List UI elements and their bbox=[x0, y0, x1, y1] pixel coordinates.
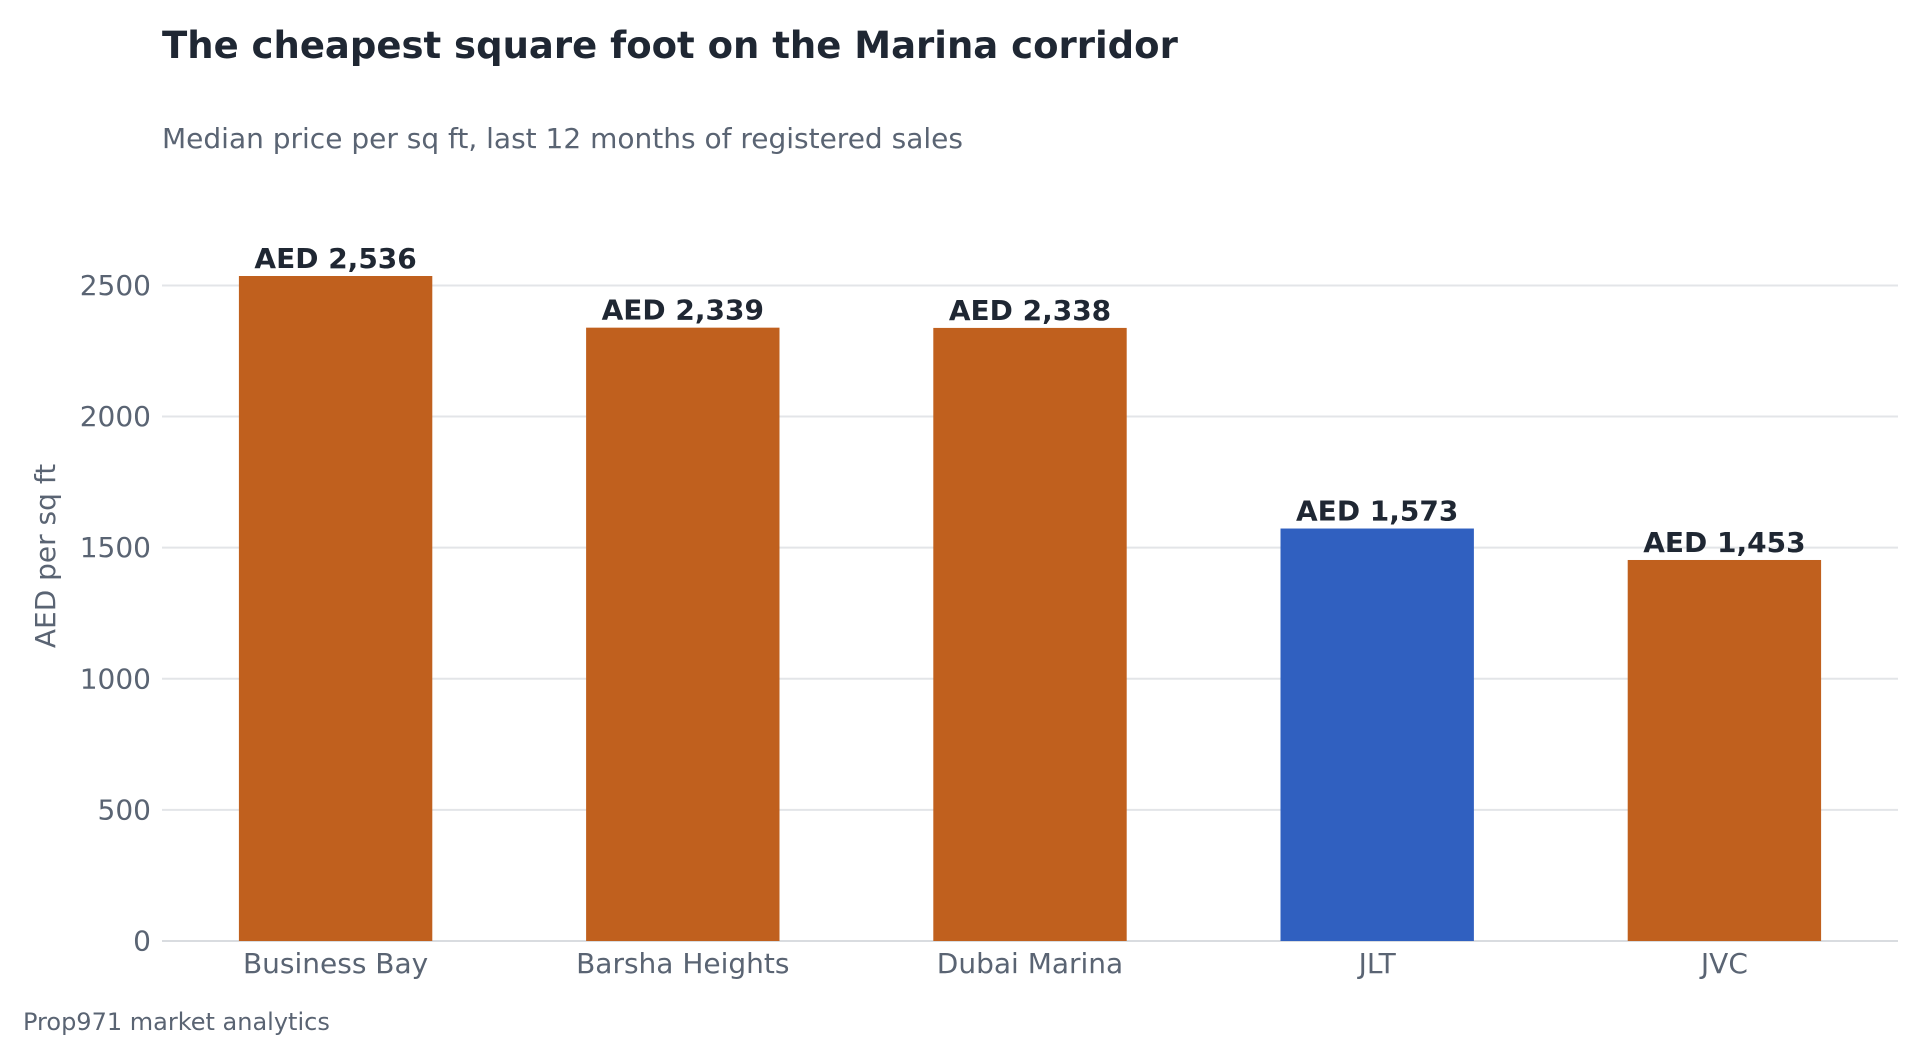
x-tick-label: Business Bay bbox=[243, 947, 428, 980]
bar-barsha-heights bbox=[586, 327, 780, 942]
y-tick-label: 500 bbox=[98, 793, 151, 826]
chart-title: The cheapest square foot on the Marina c… bbox=[162, 24, 1178, 67]
chart-subtitle: Median price per sq ft, last 12 months o… bbox=[162, 122, 963, 155]
bar-jvc bbox=[1627, 559, 1822, 941]
data-label: AED 2,536 bbox=[254, 242, 416, 275]
y-tick-label: 2500 bbox=[80, 269, 151, 302]
bars bbox=[238, 276, 1822, 942]
y-tick-label: 2000 bbox=[80, 400, 151, 433]
y-axis-ticks: 0 500 1000 1500 2000 2500 bbox=[80, 269, 151, 958]
data-label: AED 1,573 bbox=[1296, 495, 1458, 528]
x-tick-label: JLT bbox=[1357, 947, 1397, 980]
footer-source: Prop971 market analytics bbox=[23, 1008, 330, 1036]
y-tick-label: 0 bbox=[133, 925, 151, 958]
bar-dubai-marina bbox=[933, 327, 1127, 941]
y-tick-label: 1500 bbox=[80, 531, 151, 564]
x-tick-label: JVC bbox=[1699, 947, 1748, 980]
bar-jlt bbox=[1280, 528, 1474, 941]
x-tick-label: Barsha Heights bbox=[576, 947, 789, 980]
y-tick-label: 1000 bbox=[80, 662, 151, 695]
x-axis-ticks: Business Bay Barsha Heights Dubai Marina JL… bbox=[243, 947, 1748, 980]
data-label: AED 2,339 bbox=[602, 294, 764, 327]
data-labels: AED 2,536 AED 2,339 AED 2,338 AED 1,573 AED … bbox=[254, 242, 1805, 559]
data-label: AED 2,338 bbox=[949, 294, 1111, 327]
data-label: AED 1,453 bbox=[1643, 526, 1805, 559]
x-tick-label: Dubai Marina bbox=[937, 947, 1123, 980]
bar-business-bay bbox=[238, 276, 433, 941]
y-axis-label: AED per sq ft bbox=[29, 464, 62, 648]
